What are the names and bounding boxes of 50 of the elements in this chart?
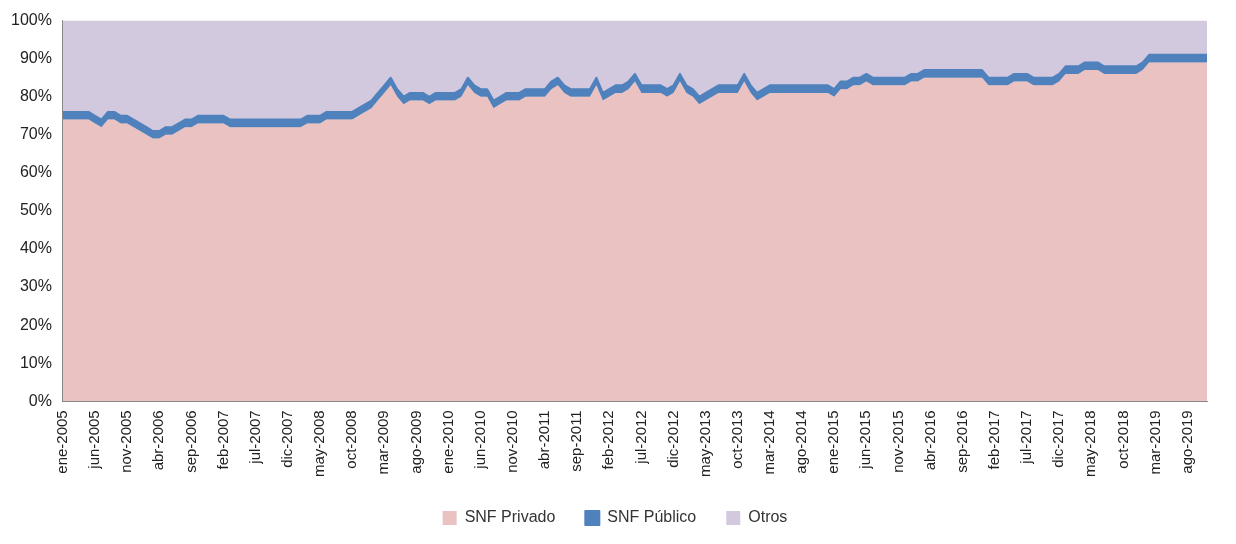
y-tick-label: 70% bbox=[19, 125, 52, 143]
x-tick-label: jul-2007 bbox=[245, 410, 263, 465]
x-tick-label: ene-2005 bbox=[53, 410, 71, 474]
y-tick-label: 80% bbox=[19, 87, 52, 105]
x-tick-label: mar-2019 bbox=[1145, 410, 1163, 475]
x-tick-label: dic-2012 bbox=[663, 410, 681, 468]
x-tick-label: nov-2005 bbox=[117, 410, 135, 473]
x-tick-label: nov-2015 bbox=[888, 410, 906, 473]
legend-label: SNF Privado bbox=[464, 508, 556, 526]
x-tick-label: oct-2018 bbox=[1113, 410, 1131, 469]
x-tick-label: may-2013 bbox=[695, 410, 713, 477]
y-tick-label: 0% bbox=[28, 391, 52, 409]
x-tick-label: feb-2012 bbox=[599, 410, 617, 470]
legend-label: Otros bbox=[748, 508, 788, 526]
x-tick-label: abr-2011 bbox=[535, 410, 553, 470]
x-tick-label: abr-2016 bbox=[920, 410, 938, 471]
y-tick-label: 30% bbox=[19, 277, 52, 295]
x-tick-label: may-2008 bbox=[310, 410, 328, 477]
x-tick-label: may-2018 bbox=[1081, 410, 1099, 477]
x-tick-label: jul-2017 bbox=[1017, 410, 1035, 465]
x-tick-label: abr-2006 bbox=[149, 410, 167, 471]
y-tick-label: 40% bbox=[19, 239, 52, 257]
x-tick-label: jul-2012 bbox=[631, 410, 649, 465]
x-tick-label: ene-2015 bbox=[824, 410, 842, 474]
x-tick-label: sep-2006 bbox=[181, 410, 199, 473]
x-tick-label: dic-2017 bbox=[1049, 410, 1067, 468]
x-tick-label: oct-2013 bbox=[727, 410, 745, 469]
y-tick-label: 50% bbox=[19, 201, 52, 219]
x-tick-label: ene-2010 bbox=[438, 410, 456, 474]
x-tick-label: mar-2009 bbox=[374, 410, 392, 475]
x-tick-label: oct-2008 bbox=[342, 410, 360, 469]
y-tick-label: 60% bbox=[19, 163, 52, 181]
y-tick-label: 90% bbox=[19, 49, 52, 67]
x-tick-label: sep-2011 bbox=[567, 410, 585, 472]
y-tick-label: 20% bbox=[19, 315, 52, 333]
x-tick-label: ago-2014 bbox=[792, 410, 810, 474]
x-tick-label: feb-2017 bbox=[985, 410, 1003, 470]
x-tick-label: jun-2015 bbox=[856, 410, 874, 470]
y-tick-label: 10% bbox=[19, 353, 52, 371]
x-tick-label: jun-2005 bbox=[85, 410, 103, 470]
y-tick-label: 100% bbox=[11, 11, 52, 29]
x-tick-label: ago-2009 bbox=[406, 410, 424, 474]
x-tick-label: sep-2016 bbox=[952, 410, 970, 473]
x-tick-label: ago-2019 bbox=[1177, 410, 1195, 474]
x-tick-label: nov-2010 bbox=[502, 410, 520, 473]
x-tick-label: jun-2010 bbox=[470, 410, 488, 470]
x-tick-label: feb-2007 bbox=[213, 410, 231, 470]
legend-label: SNF Público bbox=[607, 508, 697, 526]
x-tick-label: dic-2007 bbox=[278, 410, 296, 468]
x-tick-label: mar-2014 bbox=[760, 410, 778, 475]
